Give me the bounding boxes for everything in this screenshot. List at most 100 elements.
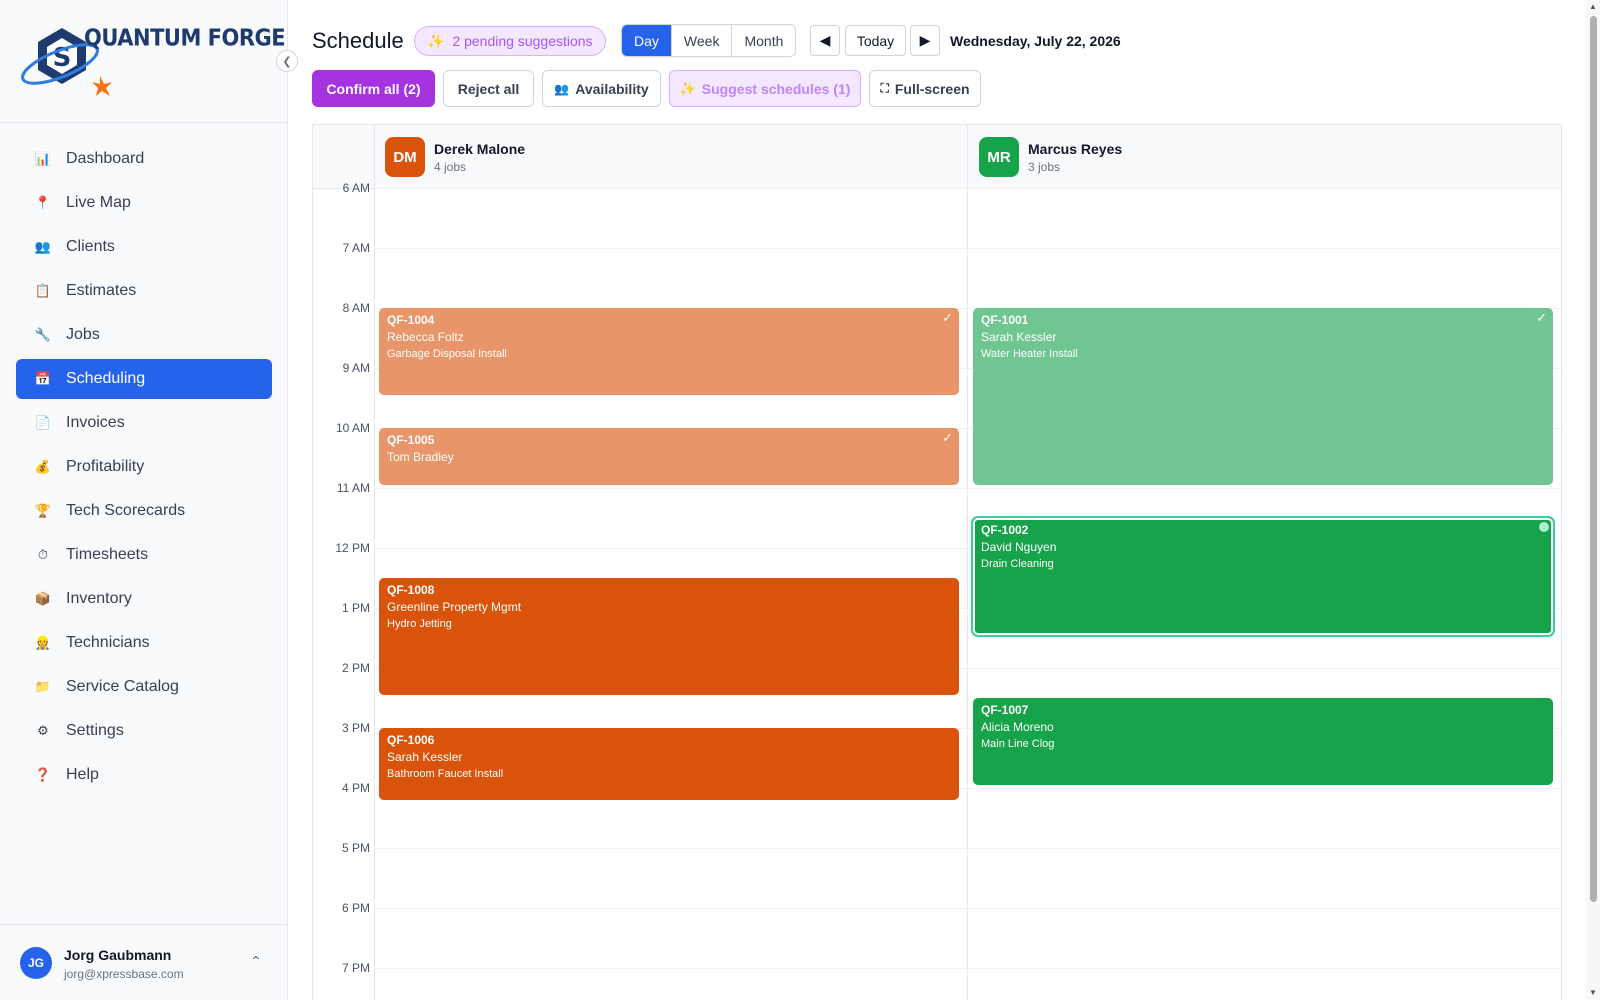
availability-button[interactable]: 👥 Availability xyxy=(542,70,661,107)
sidebar-item-label: Estimates xyxy=(66,282,137,299)
pending-suggestions-label: 2 pending suggestions xyxy=(452,33,593,49)
logo-area: S QUANTUM FORGE xyxy=(0,0,287,123)
sidebar-item-scheduling[interactable]: 📅 Scheduling xyxy=(16,359,272,399)
sidebar-item-service-catalog[interactable]: 📁 Service Catalog xyxy=(16,667,272,707)
job-card-qf-1002[interactable]: QF-1002 David Nguyen Drain Cleaning xyxy=(973,518,1553,635)
sidebar-item-live-map[interactable]: 📍 Live Map xyxy=(16,183,272,223)
job-client: Alicia Moreno xyxy=(981,720,1054,734)
sidebar-item-dashboard[interactable]: 📊 Dashboard xyxy=(16,139,272,179)
view-day-button[interactable]: Day xyxy=(622,25,672,56)
job-card-qf-1008[interactable]: QF-1008 Greenline Property Mgmt Hydro Jett… xyxy=(379,578,959,695)
page-scrollbar[interactable]: ▲ ▼ xyxy=(1586,0,1600,1000)
chart-icon: 📊 xyxy=(34,151,52,166)
sidebar-item-label: Service Catalog xyxy=(66,678,179,695)
sidebar-item-invoices[interactable]: 📄 Invoices xyxy=(16,403,272,443)
technician-header-derek[interactable]: DM Derek Malone 4 jobs xyxy=(385,137,525,177)
fullscreen-button[interactable]: ⛶ Full-screen xyxy=(869,70,981,107)
sidebar-item-tech-scorecards[interactable]: 🏆 Tech Scorecards xyxy=(16,491,272,531)
job-id: QF-1006 xyxy=(387,733,435,747)
sidebar-item-label: Tech Scorecards xyxy=(66,502,186,519)
sidebar-item-timesheets[interactable]: ⏱ Timesheets xyxy=(16,535,272,575)
sidebar-nav: 📊 Dashboard 📍 Live Map 👥 Clients 📋 Estimates 🔧 Jo… xyxy=(16,139,272,799)
job-card-qf-1004[interactable]: QF-1004 Rebecca Foltz Garbage Disposal Ins… xyxy=(379,308,959,395)
technician-header-marcus[interactable]: MR Marcus Reyes 3 jobs xyxy=(979,137,1122,177)
confirm-all-button[interactable]: Confirm all (2) xyxy=(312,70,435,107)
sidebar-item-profitability[interactable]: 💰 Profitability xyxy=(16,447,272,487)
clipboard-icon: 📋 xyxy=(34,283,52,298)
hour-gridline xyxy=(375,968,1561,969)
scrollbar-thumb[interactable] xyxy=(1590,16,1597,902)
job-service: Bathroom Faucet Install xyxy=(387,768,504,780)
hour-label: 2 PM xyxy=(341,661,370,675)
pin-icon: 📍 xyxy=(34,195,52,210)
job-card-qf-1007[interactable]: QF-1007 Alicia Moreno Main Line Clog xyxy=(973,698,1553,785)
technician-avatar: MR xyxy=(979,137,1019,177)
hour-label: 7 AM xyxy=(342,241,370,255)
hour-label: 4 PM xyxy=(341,781,370,795)
pending-suggestions-badge[interactable]: ✨ 2 pending suggestions xyxy=(414,26,606,56)
trophy-icon: 🏆 xyxy=(34,503,52,518)
view-month-button[interactable]: Month xyxy=(732,25,796,56)
scroll-down-icon[interactable]: ▼ xyxy=(1589,988,1597,997)
hour-label: 7 PM xyxy=(341,961,370,975)
hour-gridline xyxy=(375,848,1561,849)
job-card-qf-1005[interactable]: QF-1005 Tom Bradley ✓ xyxy=(379,428,959,485)
hour-gridline xyxy=(375,308,1561,309)
users-icon: 👥 xyxy=(554,81,570,96)
sidebar-item-settings[interactable]: ⚙ Settings xyxy=(16,711,272,751)
today-button[interactable]: Today xyxy=(845,25,906,56)
sidebar-item-label: Inventory xyxy=(66,590,132,607)
gear-icon: ⚙ xyxy=(37,723,49,738)
job-client: Sarah Kessler xyxy=(981,330,1057,344)
scroll-up-icon[interactable]: ▲ xyxy=(1589,2,1597,11)
technician-job-count: 4 jobs xyxy=(434,160,467,174)
sidebar-item-label: Timesheets xyxy=(66,546,149,563)
fullscreen-label: Full-screen xyxy=(894,80,970,97)
reject-all-button[interactable]: Reject all xyxy=(443,70,534,107)
sidebar-item-technicians[interactable]: 👷 Technicians xyxy=(16,623,272,663)
check-icon: ✓ xyxy=(1536,310,1547,325)
job-id: QF-1008 xyxy=(387,583,435,597)
page-title: Schedule xyxy=(312,28,404,53)
hour-label: 1 PM xyxy=(341,601,370,615)
sidebar-item-jobs[interactable]: 🔧 Jobs xyxy=(16,315,272,355)
sidebar-item-label: Settings xyxy=(66,722,124,739)
sidebar-item-help[interactable]: ❓ Help xyxy=(16,755,272,795)
hour-label: 9 AM xyxy=(342,361,370,375)
chevron-up-icon[interactable]: ⌃ xyxy=(250,953,262,969)
collapse-sidebar-button[interactable]: ❮ xyxy=(276,50,298,72)
job-service: Main Line Clog xyxy=(981,738,1055,750)
wrench-icon: 🔧 xyxy=(34,327,52,342)
previous-day-button[interactable]: ◀ xyxy=(810,25,840,56)
current-date: Wednesday, July 22, 2026 xyxy=(950,33,1121,49)
job-card-qf-1006[interactable]: QF-1006 Sarah Kessler Bathroom Faucet Inst… xyxy=(379,728,959,800)
sparkle-icon: ✨ xyxy=(427,32,445,49)
sidebar-item-clients[interactable]: 👥 Clients xyxy=(16,227,272,267)
job-service: Hydro Jetting xyxy=(387,618,452,630)
quantum-forge-logo[interactable]: S xyxy=(20,24,270,96)
brand-name: QUANTUM FORGE xyxy=(84,24,286,52)
hour-gridline xyxy=(375,548,1561,549)
job-card-qf-1001[interactable]: QF-1001 Sarah Kessler Water Heater Install… xyxy=(973,308,1553,485)
sidebar-item-estimates[interactable]: 📋 Estimates xyxy=(16,271,272,311)
invoice-icon: 📄 xyxy=(34,415,52,430)
money-bag-icon: 💰 xyxy=(34,459,52,474)
hour-gridline xyxy=(375,668,1561,669)
job-id: QF-1005 xyxy=(387,433,435,447)
technician-avatar: DM xyxy=(385,137,425,177)
user-menu[interactable]: JG Jorg Gaubmann jorg@xpressbase.com ⌃ xyxy=(0,924,288,1000)
job-id: QF-1002 xyxy=(981,523,1029,537)
hour-label: 5 PM xyxy=(341,841,370,855)
sidebar-item-label: Live Map xyxy=(66,194,131,211)
sparkle-icon: ✨ xyxy=(679,80,696,96)
next-day-button[interactable]: ▶ xyxy=(910,25,940,56)
calendar-icon: 📅 xyxy=(34,371,52,386)
sidebar-item-inventory[interactable]: 📦 Inventory xyxy=(16,579,272,619)
suggest-schedules-button[interactable]: ✨ Suggest schedules (1) xyxy=(669,70,861,107)
view-week-button[interactable]: Week xyxy=(671,25,733,56)
hour-gridline xyxy=(375,248,1561,249)
hour-gridline xyxy=(375,428,1561,429)
sidebar-item-label: Technicians xyxy=(66,634,150,651)
hour-gridline xyxy=(375,788,1561,789)
status-dot-icon xyxy=(1539,522,1549,532)
